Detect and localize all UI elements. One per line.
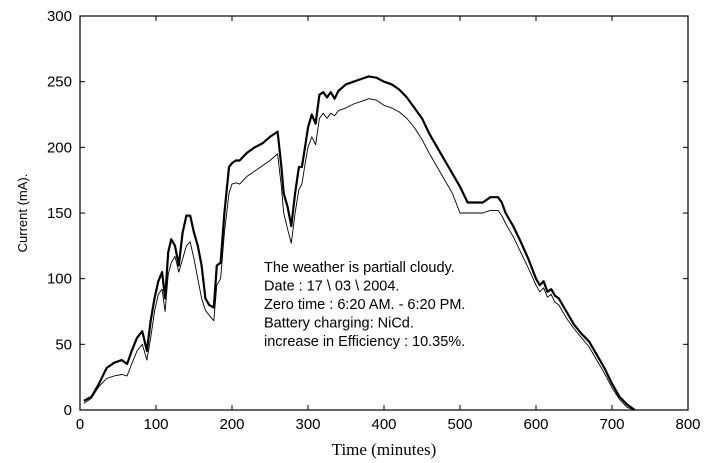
- x-tick-label: 100: [143, 416, 168, 433]
- x-tick-label: 500: [447, 416, 472, 433]
- x-tick-label: 800: [675, 416, 700, 433]
- annotation-block: The weather is partiall cloudy. Date : 1…: [264, 260, 465, 350]
- y-axis-title: Current (mA).: [15, 174, 30, 253]
- series-line-thin: [83, 98, 635, 411]
- ticks-layer: 0 100 200 300 400 500 600 700 800 0 50 100 150 200 250…: [47, 8, 701, 433]
- y-tick-label: 150: [47, 205, 72, 222]
- x-tick-label: 0: [76, 416, 84, 433]
- y-tick-label: 300: [47, 8, 72, 25]
- plot-frame: [79, 15, 689, 411]
- annotation-line: increase in Efficiency : 10.35%.: [264, 334, 465, 350]
- annotation-line: Battery charging: NiCd.: [264, 316, 414, 332]
- x-axis-title: Time (minutes): [332, 440, 437, 459]
- y-tick-label: 50: [55, 336, 72, 353]
- x-tick-label: 300: [295, 416, 320, 433]
- y-tick-label: 200: [47, 139, 72, 156]
- y-tick-label: 250: [47, 74, 72, 91]
- x-tick-label: 400: [371, 416, 396, 433]
- y-tick-label: 0: [64, 402, 72, 419]
- series-layer: [83, 75, 636, 411]
- series-line-thick: [83, 75, 636, 411]
- annotation-line: Zero time : 6:20 AM. - 6:20 PM.: [264, 297, 465, 313]
- x-tick-label: 200: [219, 416, 244, 433]
- x-tick-label: 600: [523, 416, 548, 433]
- y-tick-label: 100: [47, 271, 72, 288]
- x-tick-label: 700: [599, 416, 624, 433]
- annotation-line: Date : 17 \ 03 \ 2004.: [264, 279, 399, 295]
- annotation-line: The weather is partiall cloudy.: [264, 260, 455, 276]
